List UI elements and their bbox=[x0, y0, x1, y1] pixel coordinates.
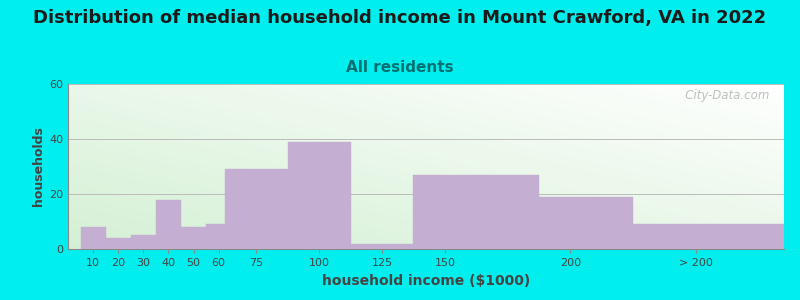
Bar bbox=[81, 227, 106, 249]
Bar bbox=[206, 224, 244, 249]
Text: City-Data.com: City-Data.com bbox=[674, 89, 770, 102]
Bar bbox=[225, 169, 288, 249]
Y-axis label: households: households bbox=[32, 127, 45, 206]
Text: Distribution of median household income in Mount Crawford, VA in 2022: Distribution of median household income … bbox=[34, 9, 766, 27]
Bar bbox=[350, 244, 414, 249]
Bar bbox=[106, 238, 131, 249]
Bar bbox=[156, 200, 181, 249]
Bar bbox=[414, 175, 539, 249]
Text: All residents: All residents bbox=[346, 60, 454, 75]
Bar bbox=[131, 235, 156, 249]
Bar bbox=[634, 224, 784, 249]
Bar bbox=[508, 197, 634, 249]
Bar bbox=[288, 142, 350, 249]
X-axis label: household income ($1000): household income ($1000) bbox=[322, 274, 530, 288]
Bar bbox=[181, 227, 206, 249]
